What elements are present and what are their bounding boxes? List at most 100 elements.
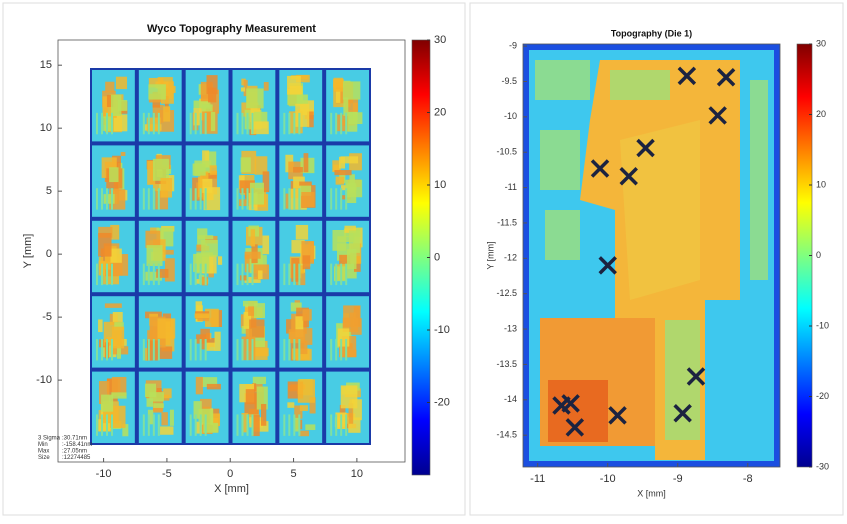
die-region xyxy=(250,121,269,135)
die-region xyxy=(157,318,176,339)
die-region xyxy=(109,167,119,183)
die-pad xyxy=(147,263,150,286)
die-pad xyxy=(96,188,98,210)
panel-frame xyxy=(469,2,844,516)
die-region xyxy=(290,302,302,312)
die-pad xyxy=(204,112,207,135)
die-region xyxy=(241,325,250,334)
die-pad xyxy=(340,339,343,361)
die-pad xyxy=(340,188,343,210)
die-pad xyxy=(241,112,244,135)
die-region xyxy=(332,160,341,173)
die-pad xyxy=(283,263,286,286)
die-region xyxy=(202,150,210,168)
die-pad xyxy=(204,339,207,361)
y-tick-label: -13.5 xyxy=(496,359,517,369)
die-region xyxy=(192,163,206,176)
die-pad xyxy=(298,263,301,286)
y-tick-label: -13 xyxy=(504,323,517,333)
marker xyxy=(673,404,692,423)
colorbar-tick-label: 20 xyxy=(434,106,446,118)
die-region xyxy=(335,176,345,185)
die-region xyxy=(111,326,125,349)
die-pad xyxy=(147,339,150,361)
marker xyxy=(608,406,627,425)
die-region xyxy=(201,239,218,257)
heatmap-region xyxy=(545,210,580,260)
colorbar-tick-label: 10 xyxy=(816,179,826,189)
die-pad xyxy=(194,112,197,135)
die-region xyxy=(254,156,268,175)
y-tick-label: -5 xyxy=(42,311,52,323)
die-region xyxy=(240,157,251,173)
die-region xyxy=(242,300,258,307)
die-pad xyxy=(345,188,348,210)
die-region xyxy=(98,261,113,270)
die-region xyxy=(198,176,203,198)
die-pad xyxy=(298,112,301,135)
die-region xyxy=(343,305,361,328)
die-region xyxy=(252,383,257,391)
die-pad xyxy=(345,414,348,436)
die-region xyxy=(98,226,113,238)
die-region xyxy=(353,256,361,272)
die-region xyxy=(293,166,303,173)
die-region xyxy=(193,401,202,419)
y-tick-label: -14 xyxy=(504,394,517,404)
die-pad xyxy=(293,339,296,361)
die-region xyxy=(338,156,346,169)
die-pad xyxy=(147,112,150,135)
heatmap-bg xyxy=(90,68,371,445)
die-pad xyxy=(335,188,338,210)
die-region xyxy=(98,232,112,257)
colorbar-tick-label: 0 xyxy=(434,251,440,263)
die-region xyxy=(206,342,215,351)
stat-label: 3 Sigma xyxy=(38,436,61,442)
die-region xyxy=(103,194,118,204)
die-region xyxy=(148,84,166,100)
die-region xyxy=(339,254,351,265)
marker xyxy=(590,159,610,178)
die-pad xyxy=(335,339,338,361)
die-pad xyxy=(283,112,286,135)
die-pad xyxy=(101,112,103,135)
colorbar-tick-label: -30 xyxy=(816,461,829,471)
die-region xyxy=(248,300,257,316)
die-pad xyxy=(157,188,160,210)
die-pad xyxy=(330,414,333,436)
y-tick-label: -10 xyxy=(36,374,52,386)
die-region xyxy=(303,153,309,173)
die-pad xyxy=(147,188,150,210)
axes-box xyxy=(522,43,781,468)
die-region xyxy=(118,100,128,111)
die-region xyxy=(202,111,218,134)
marker xyxy=(636,138,655,158)
die-pad xyxy=(189,339,192,361)
die-pad xyxy=(152,339,155,361)
die-region xyxy=(238,199,250,207)
die-region xyxy=(245,389,256,405)
y-tick-label: 15 xyxy=(40,59,52,71)
die-region xyxy=(298,340,308,355)
die-pad xyxy=(340,414,343,436)
die-region xyxy=(263,82,269,91)
x-tick-label: 10 xyxy=(351,468,363,480)
die-region xyxy=(195,376,203,395)
die-region xyxy=(293,176,305,189)
die-pad xyxy=(340,112,343,135)
die-pad xyxy=(241,339,244,361)
die-region xyxy=(342,81,361,100)
colorbar-tick-label: 30 xyxy=(816,38,826,48)
die-pad xyxy=(194,339,197,361)
die-pad xyxy=(330,112,333,135)
x-tick-label: 0 xyxy=(227,468,233,480)
axes-box xyxy=(57,39,406,463)
die-region xyxy=(299,181,312,186)
die-region xyxy=(156,268,169,278)
die-region xyxy=(205,151,217,168)
die-pad xyxy=(340,263,343,286)
die-region xyxy=(160,178,173,198)
colorbar-tick-label: -10 xyxy=(434,324,450,336)
die-region xyxy=(193,100,211,109)
die-pad xyxy=(106,188,108,210)
